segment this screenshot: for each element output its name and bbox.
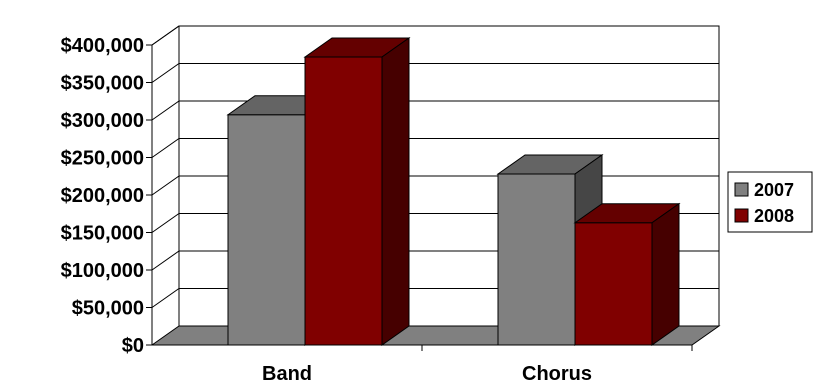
y-tick-label: $300,000 xyxy=(61,110,144,132)
legend-entry-2007: 2007 xyxy=(734,180,794,200)
legend-label: 2008 xyxy=(754,206,794,226)
gridline xyxy=(151,25,719,46)
gridline xyxy=(151,138,719,158)
bar-front xyxy=(304,56,383,346)
bar-side xyxy=(381,37,410,346)
bar-side xyxy=(651,202,680,346)
bar-2008-band xyxy=(303,37,411,346)
legend-label: 2007 xyxy=(754,180,794,200)
x-axis: Band Chorus xyxy=(262,345,693,385)
bars xyxy=(226,37,681,346)
y-tick-label: $50,000 xyxy=(72,298,144,320)
y-tick-label: $400,000 xyxy=(61,35,144,57)
y-tick-label: $100,000 xyxy=(61,260,144,282)
legend-swatch xyxy=(734,182,749,197)
bar-2008-chorus xyxy=(573,202,681,346)
legend: 2007 2008 xyxy=(727,171,813,233)
x-category-label: Chorus xyxy=(522,363,592,385)
legend-swatch xyxy=(734,208,749,223)
legend-entry-2008: 2008 xyxy=(734,206,794,226)
y-tick-label: $350,000 xyxy=(61,73,144,95)
y-tick-label: $0 xyxy=(122,335,144,357)
y-tick-label: $200,000 xyxy=(61,185,144,207)
y-tick-label: $250,000 xyxy=(61,148,144,170)
gridline xyxy=(151,100,719,121)
y-axis: $0 $50,000 $100,000 $150,000 $200,000 $250,00… xyxy=(61,35,152,357)
gridlines xyxy=(151,25,719,308)
x-category-label: Band xyxy=(262,363,312,385)
gridline xyxy=(151,63,719,83)
y-tick-label: $150,000 xyxy=(61,223,144,245)
bar-front xyxy=(227,114,306,346)
bar-front xyxy=(574,222,653,346)
bar-front xyxy=(497,173,576,346)
bar-2007-chorus xyxy=(496,154,604,346)
